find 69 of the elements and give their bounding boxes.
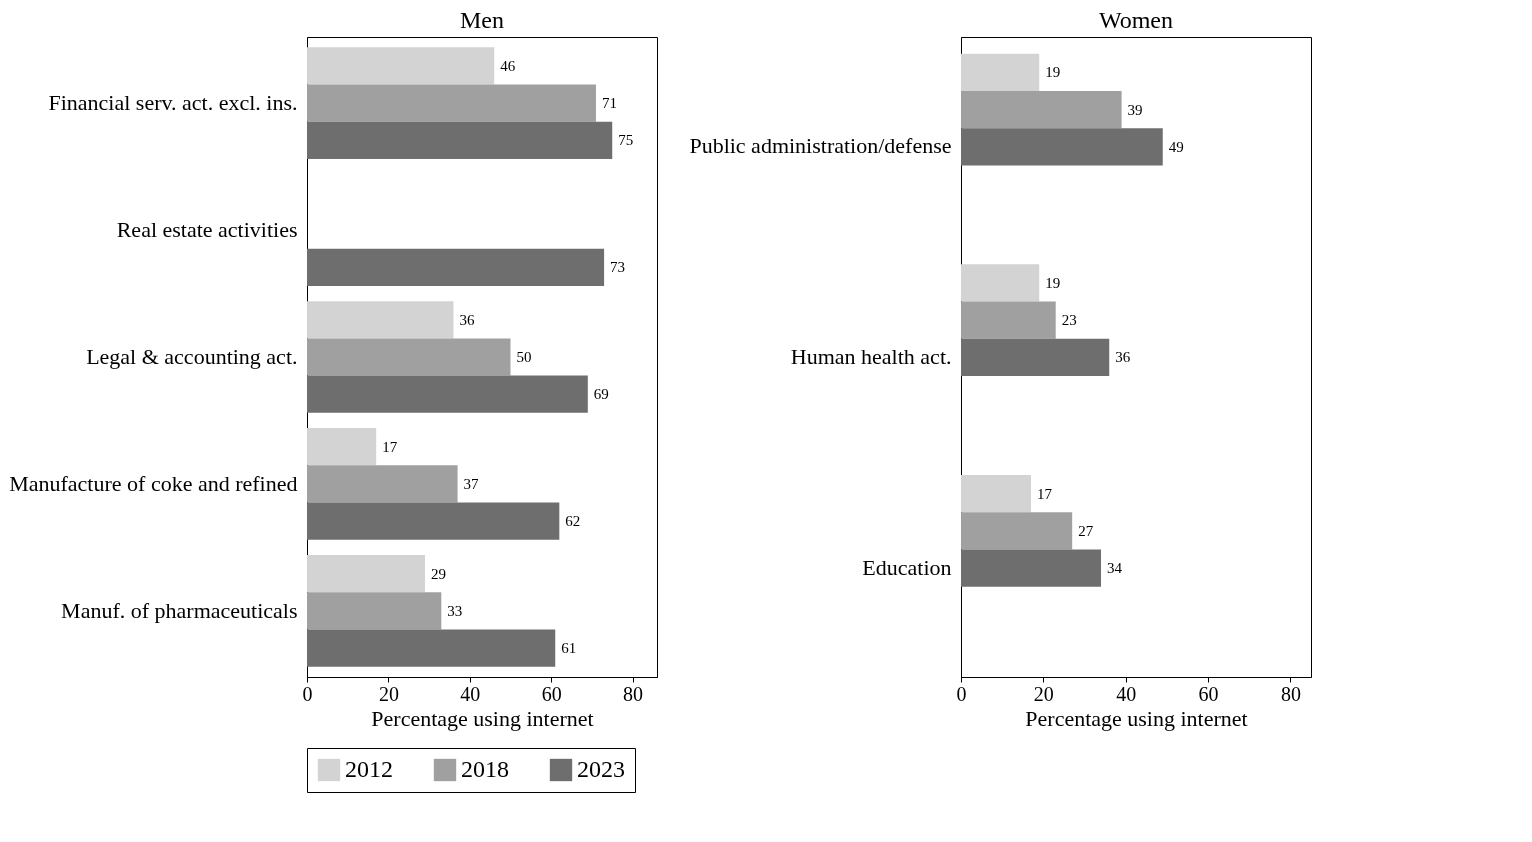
bar (307, 338, 511, 376)
bar (961, 53, 1040, 92)
y-tick-label: Financial serv. act. excl. ins. (48, 90, 298, 116)
bar (307, 465, 458, 503)
bar (307, 502, 560, 540)
data-label: 33 (447, 602, 463, 619)
bar (307, 121, 613, 159)
bar (961, 264, 1040, 302)
x-tick-label: 40 (460, 682, 481, 705)
x-tick-label: 20 (1033, 682, 1054, 705)
y-tick-label: Public administration/defense (689, 133, 952, 159)
data-label: 36 (1115, 349, 1131, 366)
bar (961, 512, 1073, 550)
y-tick-label: Education (862, 554, 952, 580)
legend-label: 2023 (577, 756, 625, 782)
x-tick-label: 0 (956, 682, 967, 705)
y-tick-label: Real estate activities (116, 217, 298, 243)
x-tick-label: 0 (302, 682, 313, 705)
data-label: 23 (1061, 312, 1077, 329)
x-tick-label: 60 (1198, 682, 1219, 705)
x-tick-label: 60 (541, 682, 562, 705)
data-label: 71 (601, 95, 617, 112)
bar (307, 592, 442, 630)
bar (307, 428, 377, 466)
bar (307, 629, 556, 667)
legend-label: 2012 (345, 756, 393, 782)
y-tick-label: Manufacture of coke and refined (9, 470, 298, 496)
data-label: 17 (1037, 485, 1053, 502)
data-label: 19 (1045, 64, 1061, 81)
data-label: 62 (565, 513, 581, 530)
data-label: 36 (459, 311, 476, 328)
bar (307, 301, 454, 339)
data-label: 49 (1168, 138, 1184, 155)
data-label: 27 (1078, 522, 1094, 539)
bar (961, 549, 1101, 587)
bar (961, 91, 1122, 129)
bar (307, 375, 588, 413)
x-axis-title: Percentage using internet (1025, 705, 1248, 731)
data-label: 17 (382, 438, 398, 455)
data-label: 46 (500, 57, 516, 74)
x-axis-title: Percentage using internet (371, 705, 594, 731)
chart-title: Men (460, 7, 504, 33)
y-tick-label: Manuf. of pharmaceuticals (61, 597, 298, 623)
legend-label: 2018 (461, 756, 509, 782)
data-label: 50 (516, 349, 532, 365)
data-label: 29 (431, 565, 447, 582)
bar (961, 474, 1031, 513)
data-label: 37 (463, 475, 480, 492)
bar (307, 248, 605, 286)
data-label: 34 (1107, 560, 1123, 577)
data-label: 19 (1045, 274, 1061, 291)
data-label: 69 (593, 386, 609, 403)
x-tick-label: 80 (1280, 682, 1301, 705)
bar (961, 128, 1163, 166)
data-label: 61 (561, 640, 577, 657)
x-tick-label: 40 (1116, 682, 1137, 705)
x-tick-label: 80 (623, 682, 644, 705)
data-label: 75 (618, 132, 634, 149)
data-label: 39 (1127, 101, 1143, 118)
y-tick-label: Legal & accounting act. (86, 344, 298, 369)
y-tick-label: Human health act. (790, 344, 952, 369)
x-tick-label: 20 (378, 682, 399, 705)
bar (961, 301, 1056, 339)
bar (307, 555, 426, 593)
bar (961, 338, 1110, 377)
bar (307, 84, 596, 122)
data-label: 73 (610, 259, 626, 276)
bar (307, 47, 495, 85)
chart-title: Women (1098, 7, 1174, 33)
